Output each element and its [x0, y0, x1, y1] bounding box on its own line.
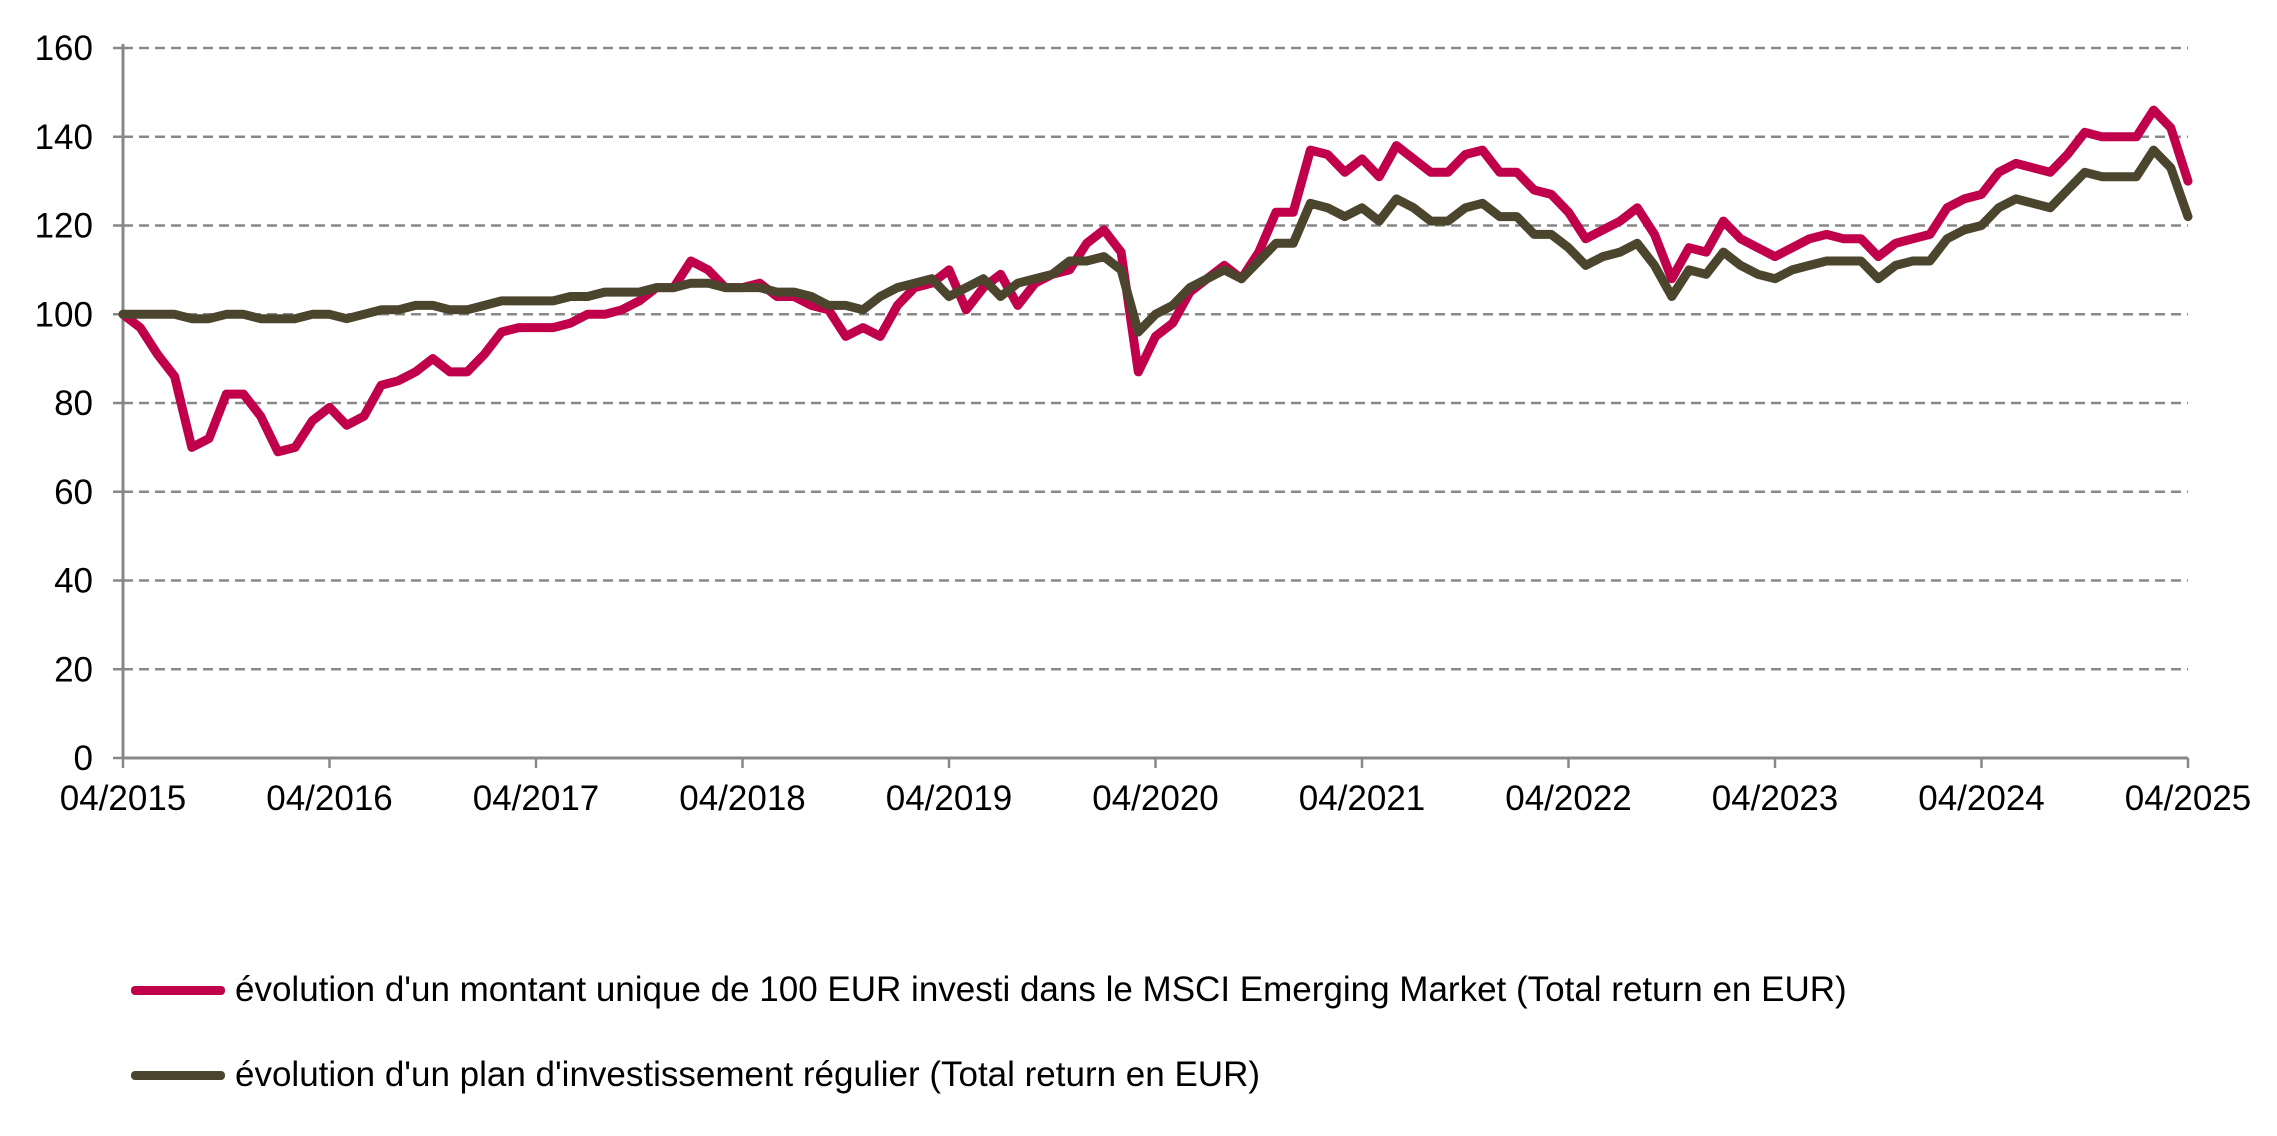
y-tick-label: 20 — [54, 650, 93, 689]
y-tick-label: 60 — [54, 473, 93, 512]
y-tick-label: 0 — [74, 739, 93, 778]
legend-label-lump-sum: évolution d'un montant unique de 100 EUR… — [235, 970, 1847, 1009]
x-tick-label: 04/2025 — [2125, 779, 2252, 818]
y-tick-label: 80 — [54, 384, 93, 423]
x-tick-label: 04/2019 — [886, 779, 1013, 818]
y-tick-label: 140 — [35, 118, 93, 157]
legend-swatch-regular-plan — [131, 1070, 225, 1080]
x-tick-label: 04/2016 — [266, 779, 393, 818]
x-tick-label: 04/2023 — [1712, 779, 1839, 818]
x-tick-label: 04/2015 — [60, 779, 187, 818]
series-lines — [118, 105, 2193, 457]
y-tick-label: 100 — [35, 295, 93, 334]
legend-swatch-lump-sum — [131, 985, 225, 995]
legend-label-regular-plan: évolution d'un plan d'investissement rég… — [235, 1055, 1260, 1094]
legend-item-regular-plan: évolution d'un plan d'investissement rég… — [131, 1045, 2231, 1105]
y-axis: 0 20 40 60 80 100 120 140 160 — [35, 29, 125, 778]
y-tick-label: 160 — [35, 29, 93, 68]
y-tick-label: 120 — [35, 207, 93, 246]
series-line-regular-plan — [118, 145, 2193, 337]
y-tick-label: 40 — [54, 562, 93, 601]
x-axis: 04/2015 04/2016 04/2017 04/2018 04/2019 04/20… — [60, 756, 2252, 818]
x-tick-label: 04/2018 — [679, 779, 806, 818]
x-tick-label: 04/2017 — [473, 779, 600, 818]
series-line-lump-sum — [118, 105, 2193, 457]
legend-item-lump-sum: évolution d'un montant unique de 100 EUR… — [131, 960, 2231, 1020]
x-tick-label: 04/2024 — [1918, 779, 2045, 818]
x-tick-label: 04/2022 — [1505, 779, 1632, 818]
x-tick-label: 04/2021 — [1299, 779, 1426, 818]
x-tick-label: 04/2020 — [1092, 779, 1219, 818]
legend: évolution d'un montant unique de 100 EUR… — [131, 960, 2231, 1105]
